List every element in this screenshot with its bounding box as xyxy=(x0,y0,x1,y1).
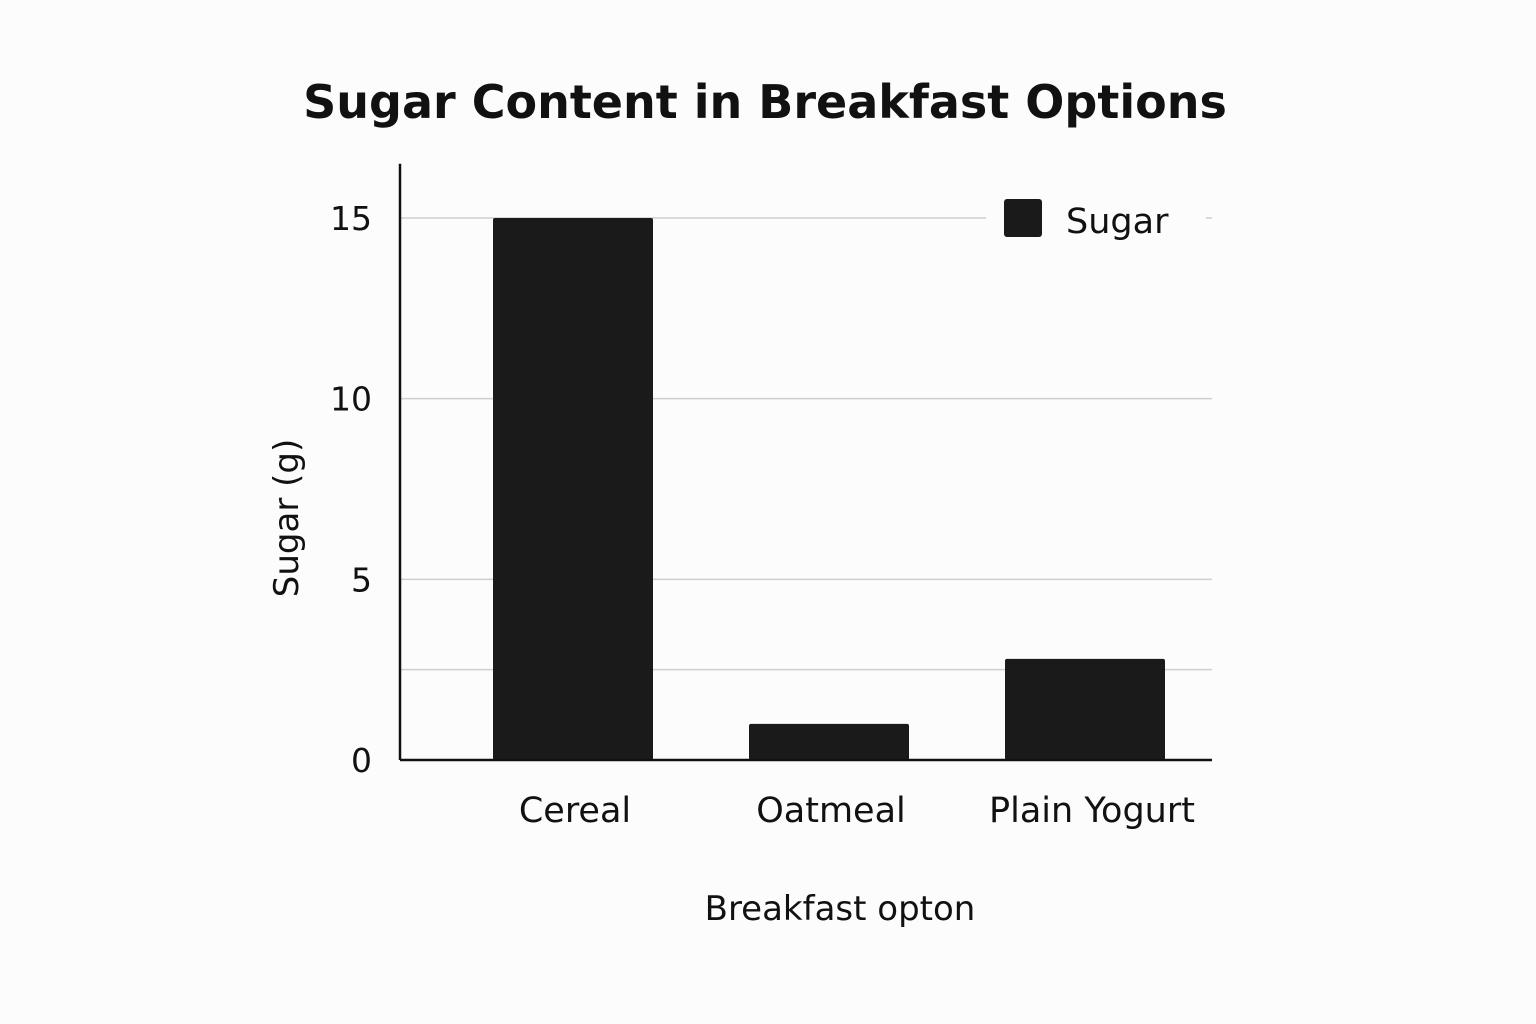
legend-label-sugar: Sugar xyxy=(1066,202,1169,242)
x-axis-label: Breakfast opton xyxy=(705,889,976,929)
legend-swatch xyxy=(1004,199,1042,237)
bars xyxy=(493,218,1165,760)
x-tick-label: Cereal xyxy=(519,791,631,831)
bar-oatmeal xyxy=(749,723,909,760)
y-tick-label: 15 xyxy=(330,199,372,238)
y-tick-label: 5 xyxy=(351,560,372,599)
bar-cereal xyxy=(493,218,653,760)
legend: Sugar xyxy=(986,190,1206,246)
bar-plain-yogurt xyxy=(1005,658,1165,760)
chart-title: Sugar Content in Breakfast Options xyxy=(303,75,1227,129)
x-category-labels: Cereal Oatmeal Plain Yogurt xyxy=(519,791,1195,831)
y-axis-label: Sugar (g) xyxy=(267,439,307,597)
x-tick-label: Oatmeal xyxy=(756,791,906,831)
y-tick-labels: 0 5 10 15 xyxy=(330,199,372,780)
y-tick-label: 10 xyxy=(330,380,372,419)
y-tick-label: 0 xyxy=(351,741,372,780)
x-tick-label: Plain Yogurt xyxy=(989,791,1195,831)
